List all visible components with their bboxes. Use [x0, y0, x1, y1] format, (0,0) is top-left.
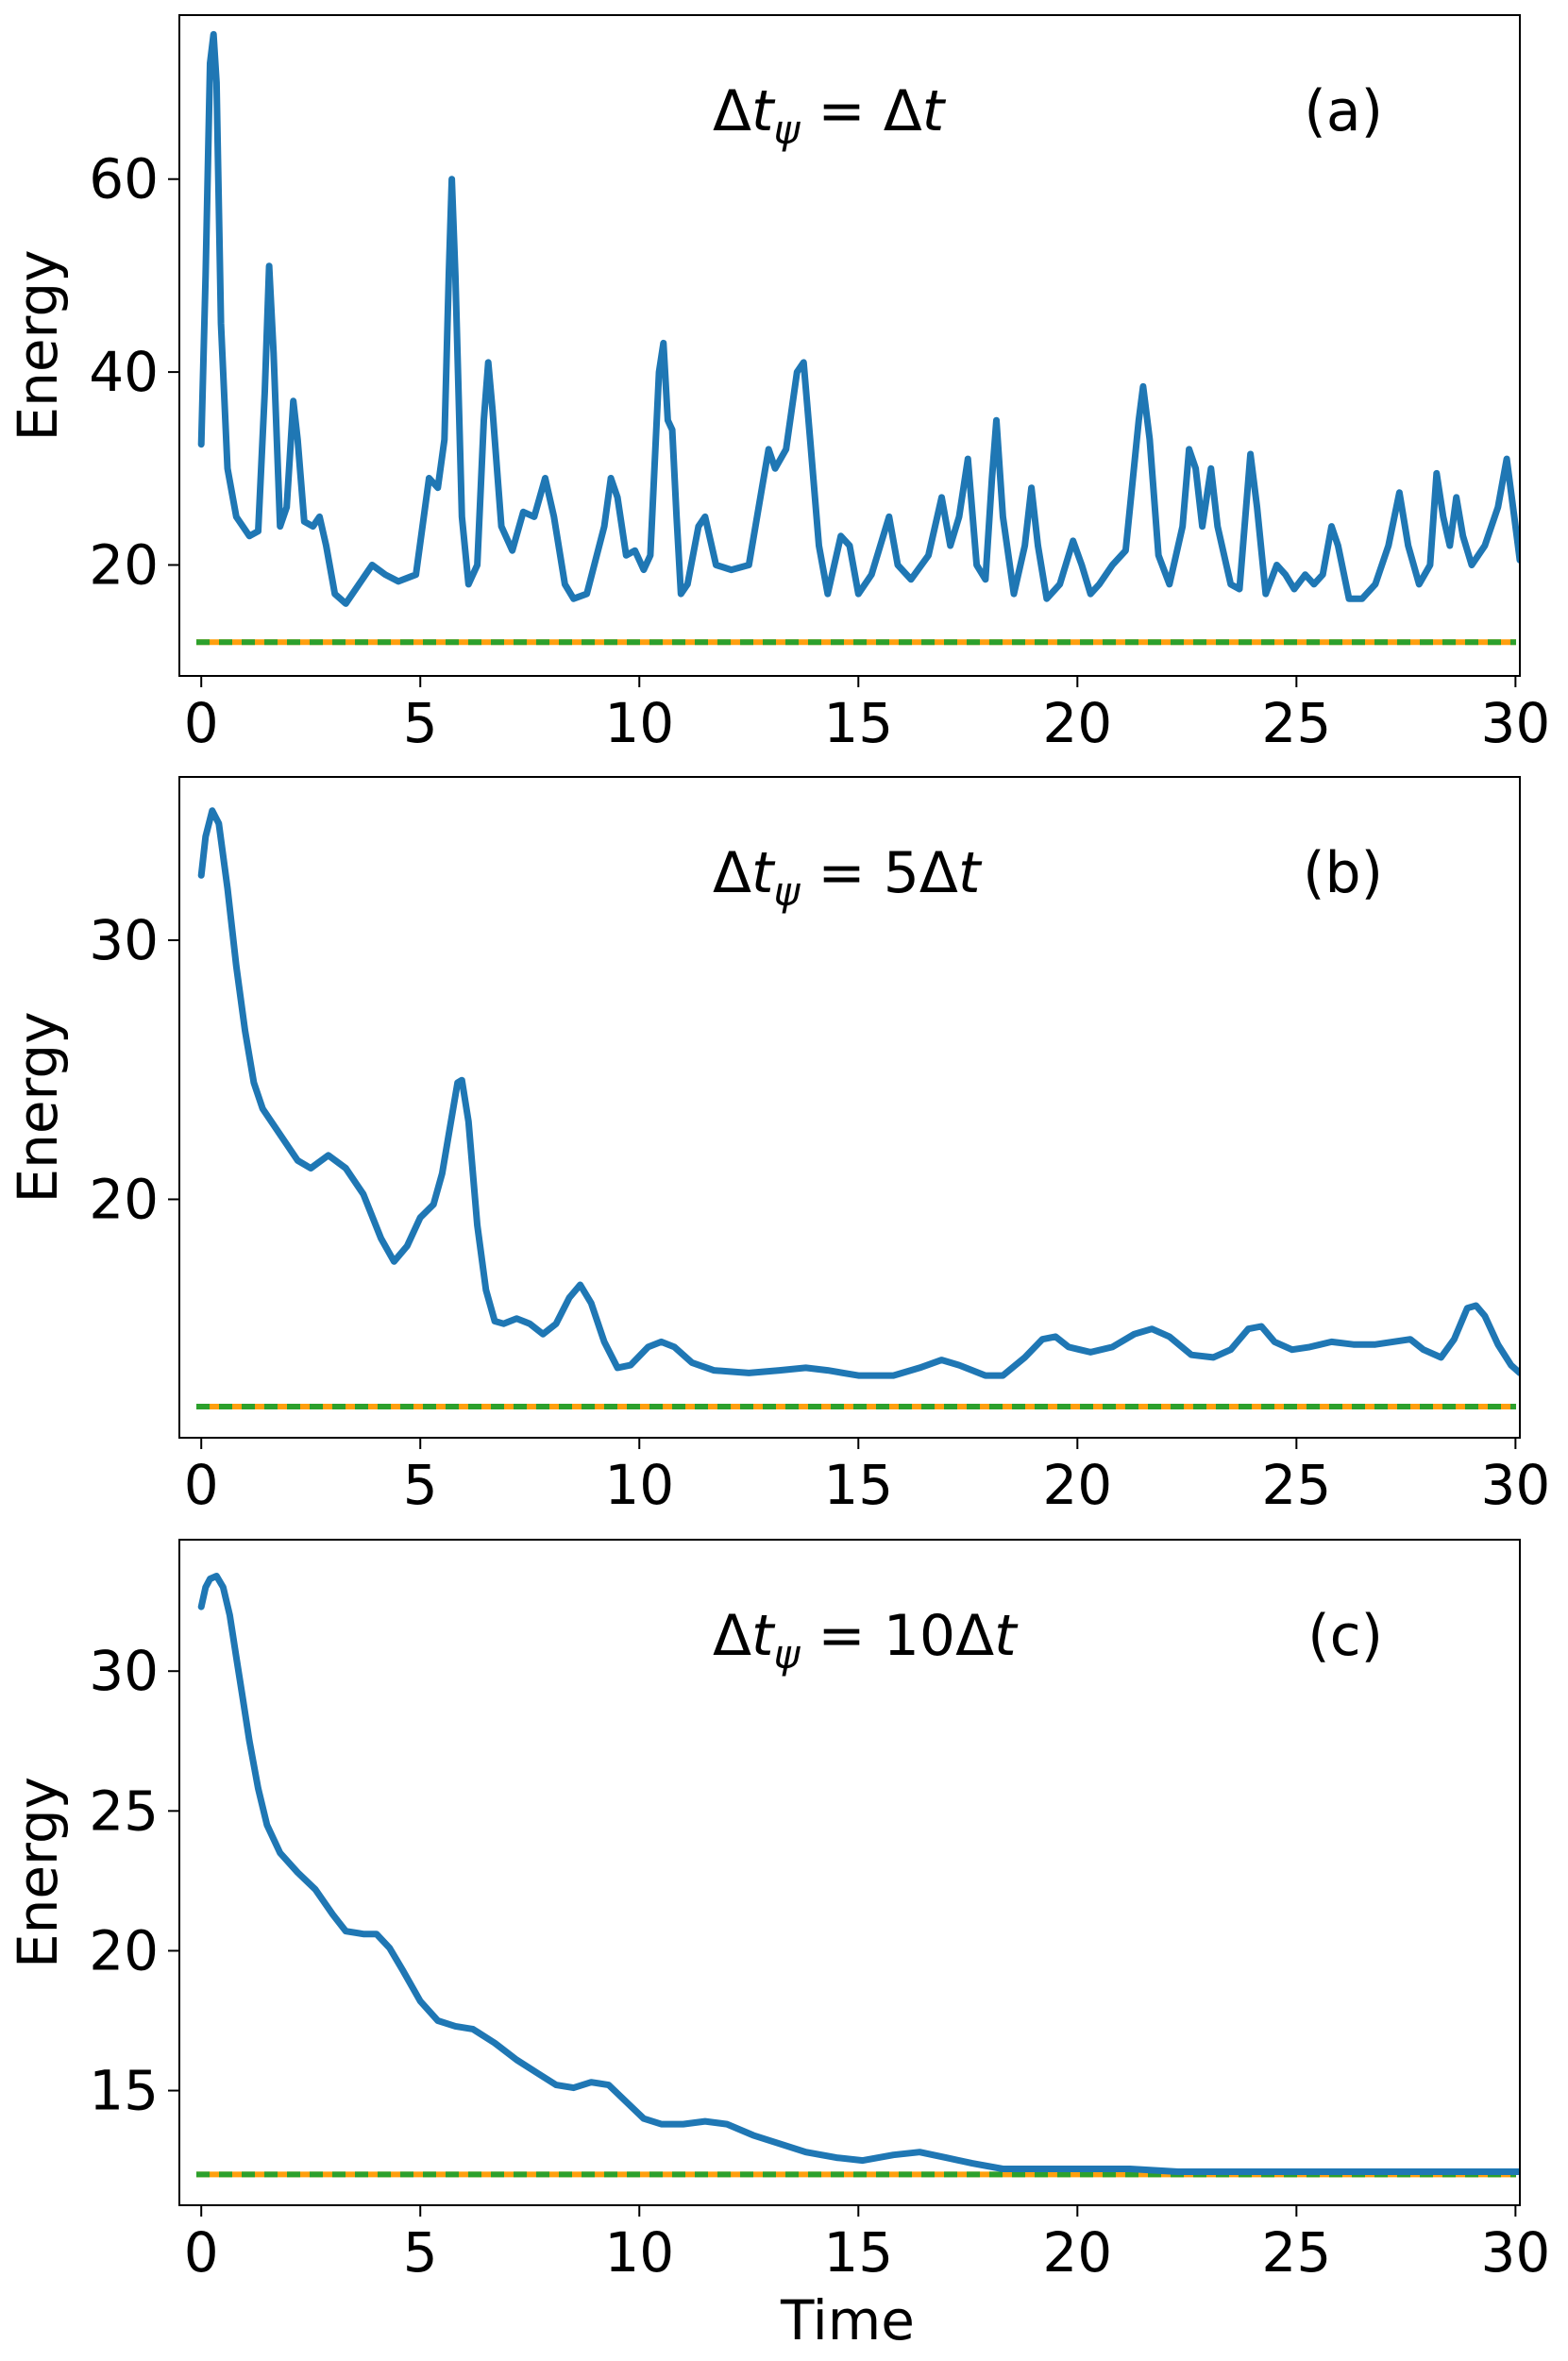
x-tick-label: 25 — [1261, 691, 1331, 755]
series-line-b-energy — [197, 807, 1520, 1379]
y-axis-label: Energy — [6, 1777, 70, 1968]
x-tick-label: 10 — [604, 2220, 674, 2285]
annotation-a: Δtψ = Δt — [713, 78, 947, 153]
x-tick-label: 20 — [1042, 2220, 1112, 2285]
series-line-c-energy — [197, 1573, 1520, 2175]
x-tick-label: 0 — [184, 691, 219, 755]
y-tick-label: 15 — [89, 2059, 159, 2123]
panel-c: 0 5 10 15 20 25 30 15 20 25 30 Energy Δtψ = 10Δt (c) T… — [6, 1539, 1550, 2353]
x-tick-label: 15 — [823, 1453, 893, 1517]
x-axis-label: Time — [780, 2288, 915, 2353]
x-tick-label: 10 — [604, 1453, 674, 1517]
x-tick-label: 20 — [1042, 691, 1112, 755]
annotation-b: Δtψ = 5Δt — [713, 840, 983, 915]
y-tick-label: 30 — [89, 1639, 159, 1703]
x-tick-label: 30 — [1480, 2220, 1550, 2285]
y-tick-label: 20 — [89, 532, 159, 597]
y-tick-label: 40 — [89, 340, 159, 404]
panel-label-a: (a) — [1304, 78, 1383, 144]
panel-label-c: (c) — [1307, 1603, 1383, 1669]
x-tick-label: 0 — [184, 2220, 219, 2285]
y-tick-label: 20 — [89, 1167, 159, 1231]
panel-label-b: (b) — [1303, 840, 1383, 906]
plot-frame-c — [178, 1539, 1521, 2206]
x-tick-label: 10 — [604, 691, 674, 755]
y-axis-label: Energy — [6, 249, 70, 441]
plot-frame-b — [178, 776, 1521, 1439]
plot-frame-a — [178, 14, 1521, 677]
x-tick-label: 5 — [403, 691, 438, 755]
x-tick-label: 0 — [184, 1453, 219, 1517]
x-tick-label: 30 — [1480, 1453, 1550, 1517]
panel-b: 0 5 10 15 20 25 30 20 30 Energy Δtψ = 5Δt (b) — [6, 776, 1550, 1517]
annotation-c: Δtψ = 10Δt — [713, 1603, 1019, 1678]
y-tick-label: 30 — [89, 908, 159, 972]
y-axis-label: Energy — [6, 1011, 70, 1203]
y-tick-label: 25 — [89, 1779, 159, 1843]
x-tick-label: 30 — [1480, 691, 1550, 755]
x-tick-label: 15 — [823, 2220, 893, 2285]
y-tick-label: 60 — [89, 147, 159, 211]
series-line-a-energy — [197, 30, 1520, 607]
x-tick-label: 25 — [1261, 2220, 1331, 2285]
x-tick-label: 25 — [1261, 1453, 1331, 1517]
x-tick-label: 15 — [823, 691, 893, 755]
x-tick-label: 20 — [1042, 1453, 1112, 1517]
x-tick-label: 5 — [403, 1453, 438, 1517]
x-tick-label: 5 — [403, 2220, 438, 2285]
y-tick-label: 20 — [89, 1918, 159, 1982]
panel-a: 0 5 10 15 20 25 30 20 40 60 Energy Δtψ = Δt (a) — [6, 14, 1550, 755]
